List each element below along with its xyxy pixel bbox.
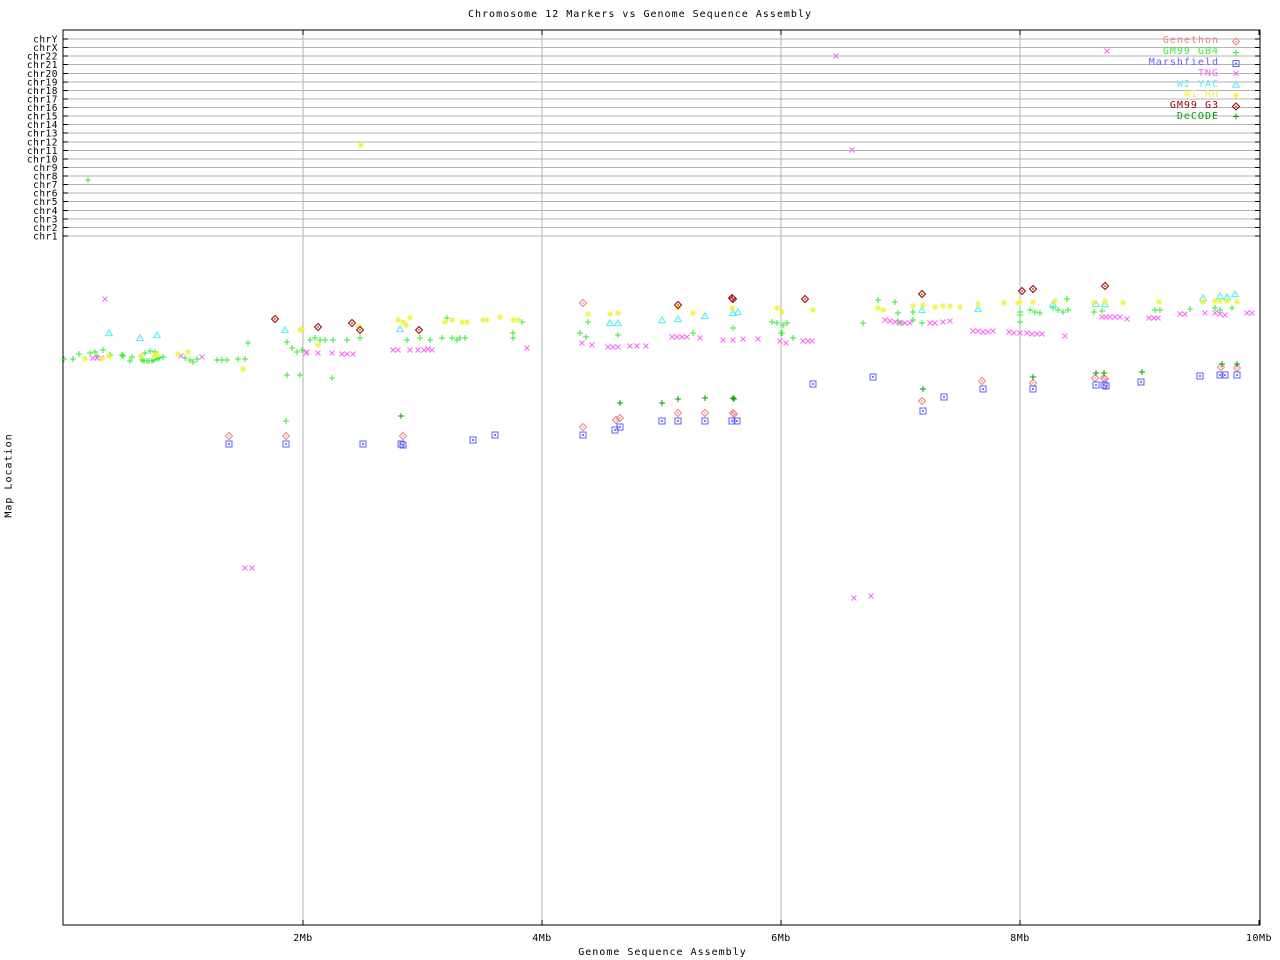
legend-item-tng: TNG	[1198, 68, 1244, 79]
legend-item-wi-yac: WI YAC	[1177, 79, 1244, 90]
svg-text:4Mb: 4Mb	[532, 933, 552, 944]
svg-text:chr8: chr8	[33, 172, 58, 183]
legend-marker-icon	[1231, 80, 1241, 88]
legend-label: GM99 G3	[1169, 100, 1219, 112]
x-tick-labels: 2Mb 4Mb 6Mb 8Mb 10Mb	[293, 933, 1272, 944]
svg-text:chr12: chr12	[27, 137, 58, 148]
svg-text:chr3: chr3	[33, 214, 58, 225]
legend-marker-icon	[1233, 92, 1239, 99]
series-wi-rh	[82, 142, 1240, 372]
svg-text:chr10: chr10	[27, 154, 58, 165]
legend-marker-icon	[1231, 101, 1241, 111]
legend-label: Genethon	[1162, 35, 1219, 47]
legend-label: WI YAC	[1176, 78, 1219, 90]
svg-text:chr4: chr4	[33, 206, 58, 217]
legend-label: DeCODE	[1176, 110, 1219, 122]
svg-text:chr19: chr19	[27, 77, 58, 88]
legend-item-marshfield: Marshfield	[1148, 56, 1244, 69]
x-axis-label: Genome Sequence Assembly	[578, 947, 747, 958]
chart-title: Chromosome 12 Markers vs Genome Sequence…	[467, 9, 812, 20]
svg-text:chrY: chrY	[33, 35, 58, 46]
svg-text:chr1: chr1	[33, 231, 58, 242]
chromosome-labels: chrYchrXchr22chr21chr20chr19chr18chr17ch…	[27, 35, 58, 243]
svg-text:chr20: chr20	[27, 69, 58, 80]
legend-item-gm99-gb4: GM99 GB4	[1163, 47, 1244, 58]
svg-text:chr22: chr22	[27, 52, 58, 63]
legend-marker-icon	[1233, 70, 1239, 77]
svg-text:2Mb: 2Mb	[293, 933, 313, 944]
legend: Genethon GM99 GB4 Marshfield TNG WI YAC WI RH…	[0, 36, 1244, 122]
series-tng	[90, 48, 1255, 601]
legend-label: WI RH	[1183, 89, 1219, 101]
gridlines	[63, 30, 1260, 925]
legend-marker-icon	[1232, 59, 1240, 67]
svg-text:chr14: chr14	[27, 120, 58, 131]
svg-text:chr9: chr9	[33, 163, 58, 174]
svg-text:chr2: chr2	[33, 223, 58, 234]
svg-text:chr11: chr11	[27, 146, 58, 157]
legend-item-decode: DeCODE	[1176, 110, 1244, 123]
svg-text:chr17: chr17	[27, 94, 58, 105]
svg-text:chr21: chr21	[27, 60, 58, 71]
legend-marker-icon	[1233, 49, 1239, 56]
svg-text:6Mb: 6Mb	[771, 933, 791, 944]
legend-item-genethon: Genethon	[1163, 36, 1244, 47]
svg-text:chr16: chr16	[27, 103, 58, 114]
series-marshfield	[225, 371, 1241, 449]
series-decode	[398, 361, 1240, 419]
svg-text:8Mb: 8Mb	[1010, 933, 1030, 944]
legend-marker-icon	[1231, 37, 1241, 46]
svg-text:chr7: chr7	[33, 180, 58, 191]
series-gm99-gb4	[61, 177, 1235, 424]
legend-marker-icon	[1233, 113, 1239, 120]
svg-text:chr18: chr18	[27, 86, 58, 97]
axis-ticks	[63, 30, 1260, 925]
svg-text:chr15: chr15	[27, 112, 58, 123]
plot-border	[62, 29, 1261, 926]
legend-label: Marshfield	[1148, 56, 1219, 68]
legend-label: TNG	[1197, 67, 1219, 79]
legend-item-gm99-g3: GM99 G3	[1170, 101, 1244, 112]
svg-text:chr6: chr6	[33, 189, 58, 200]
legend-item-wi-rh: WI RH	[1184, 90, 1244, 101]
svg-text:chr5: chr5	[33, 197, 58, 208]
svg-text:chrX: chrX	[33, 43, 58, 54]
svg-text:chr13: chr13	[27, 129, 58, 140]
svg-text:10Mb: 10Mb	[1246, 933, 1272, 944]
legend-label: GM99 GB4	[1162, 46, 1219, 58]
series-gm99-g3	[270, 281, 1110, 335]
